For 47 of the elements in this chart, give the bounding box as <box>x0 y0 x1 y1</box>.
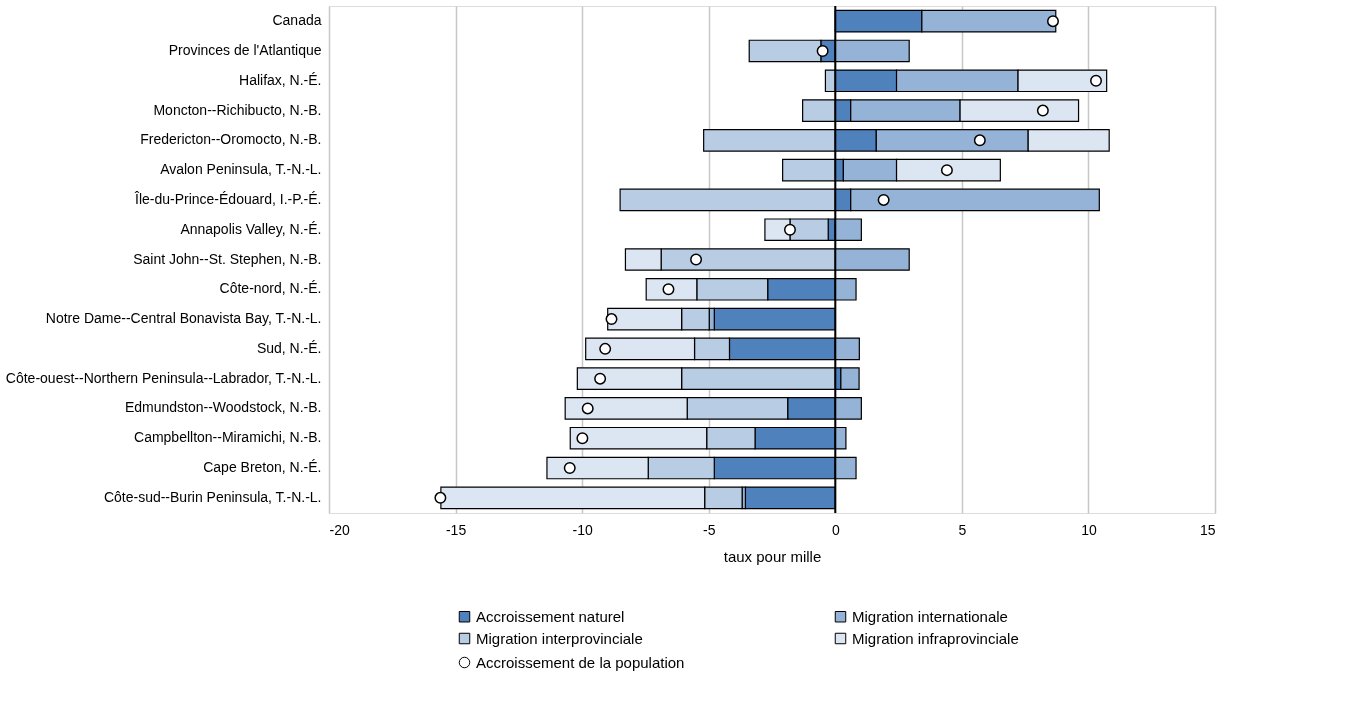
point <box>563 462 576 474</box>
point <box>594 372 607 385</box>
point <box>877 193 890 206</box>
y-tick-label: Avalon Peninsula, T.-N.-L. <box>160 161 322 178</box>
x-tick-label: -10 <box>572 521 593 538</box>
legend-label: Accroissement naturel <box>476 607 625 625</box>
y-tick-label: Annapolis Valley, N.-É. <box>180 220 322 237</box>
y-tick-label: Sud, N.-É. <box>256 339 322 356</box>
y-tick-label: Canada <box>272 12 322 29</box>
y-tick-label: Côte-nord, N.-É. <box>219 280 322 297</box>
point <box>1046 15 1059 28</box>
x-tick-label: 10 <box>1081 521 1097 538</box>
x-tick-label: 5 <box>958 521 967 538</box>
point <box>940 164 953 177</box>
point <box>1090 74 1103 87</box>
y-tick-label: Saint John--St. Stephen, N.-B. <box>133 250 322 267</box>
y-tick-label: Fredericton--Oromocto, N.-B. <box>140 131 322 148</box>
legend-label: Migration interprovinciale <box>476 629 643 647</box>
x-tick-label: -5 <box>702 521 716 538</box>
point <box>690 253 703 266</box>
y-tick-label: Provinces de l'Atlantique <box>168 41 322 58</box>
y-tick-label: Cape Breton, N.-É. <box>203 459 322 476</box>
point <box>434 491 447 504</box>
x-tick-label: -20 <box>329 521 350 538</box>
y-tick-label: Île-du-Prince-Édouard, I.-P.-É. <box>134 190 322 207</box>
point <box>662 283 675 296</box>
point <box>605 313 618 326</box>
y-tick-label: Notre Dame--Central Bonavista Bay, T.-N.-L. <box>45 310 322 327</box>
x-axis-title: taux pour mille <box>723 547 822 565</box>
y-tick-label: Campbellton--Miramichi, N.-B. <box>134 429 322 446</box>
y-tick-label: Edmundston--Woodstock, N.-B. <box>124 399 322 416</box>
x-tick-label: 15 <box>1199 521 1216 538</box>
point <box>576 432 589 445</box>
legend-label: Migration internationale <box>852 607 1008 625</box>
x-tick-label: 0 <box>831 521 840 538</box>
point <box>783 223 796 236</box>
y-tick-label: Côte-sud--Burin Peninsula, T.-N.-L. <box>103 488 322 505</box>
point <box>973 134 986 147</box>
x-tick-label: -15 <box>445 521 467 538</box>
legend-label: Accroissement de la population <box>476 653 685 671</box>
y-tick-label: Halifax, N.-É. <box>239 71 322 88</box>
legend-label: Migration infraprovinciale <box>852 629 1019 647</box>
point <box>581 402 594 415</box>
y-tick-label: Moncton--Richibucto, N.-B. <box>153 101 322 118</box>
y-tick-label: Côte-ouest--Northern Peninsula--Labrador, T.-N.-L. <box>5 369 322 386</box>
point <box>1036 104 1049 117</box>
point <box>599 342 612 355</box>
